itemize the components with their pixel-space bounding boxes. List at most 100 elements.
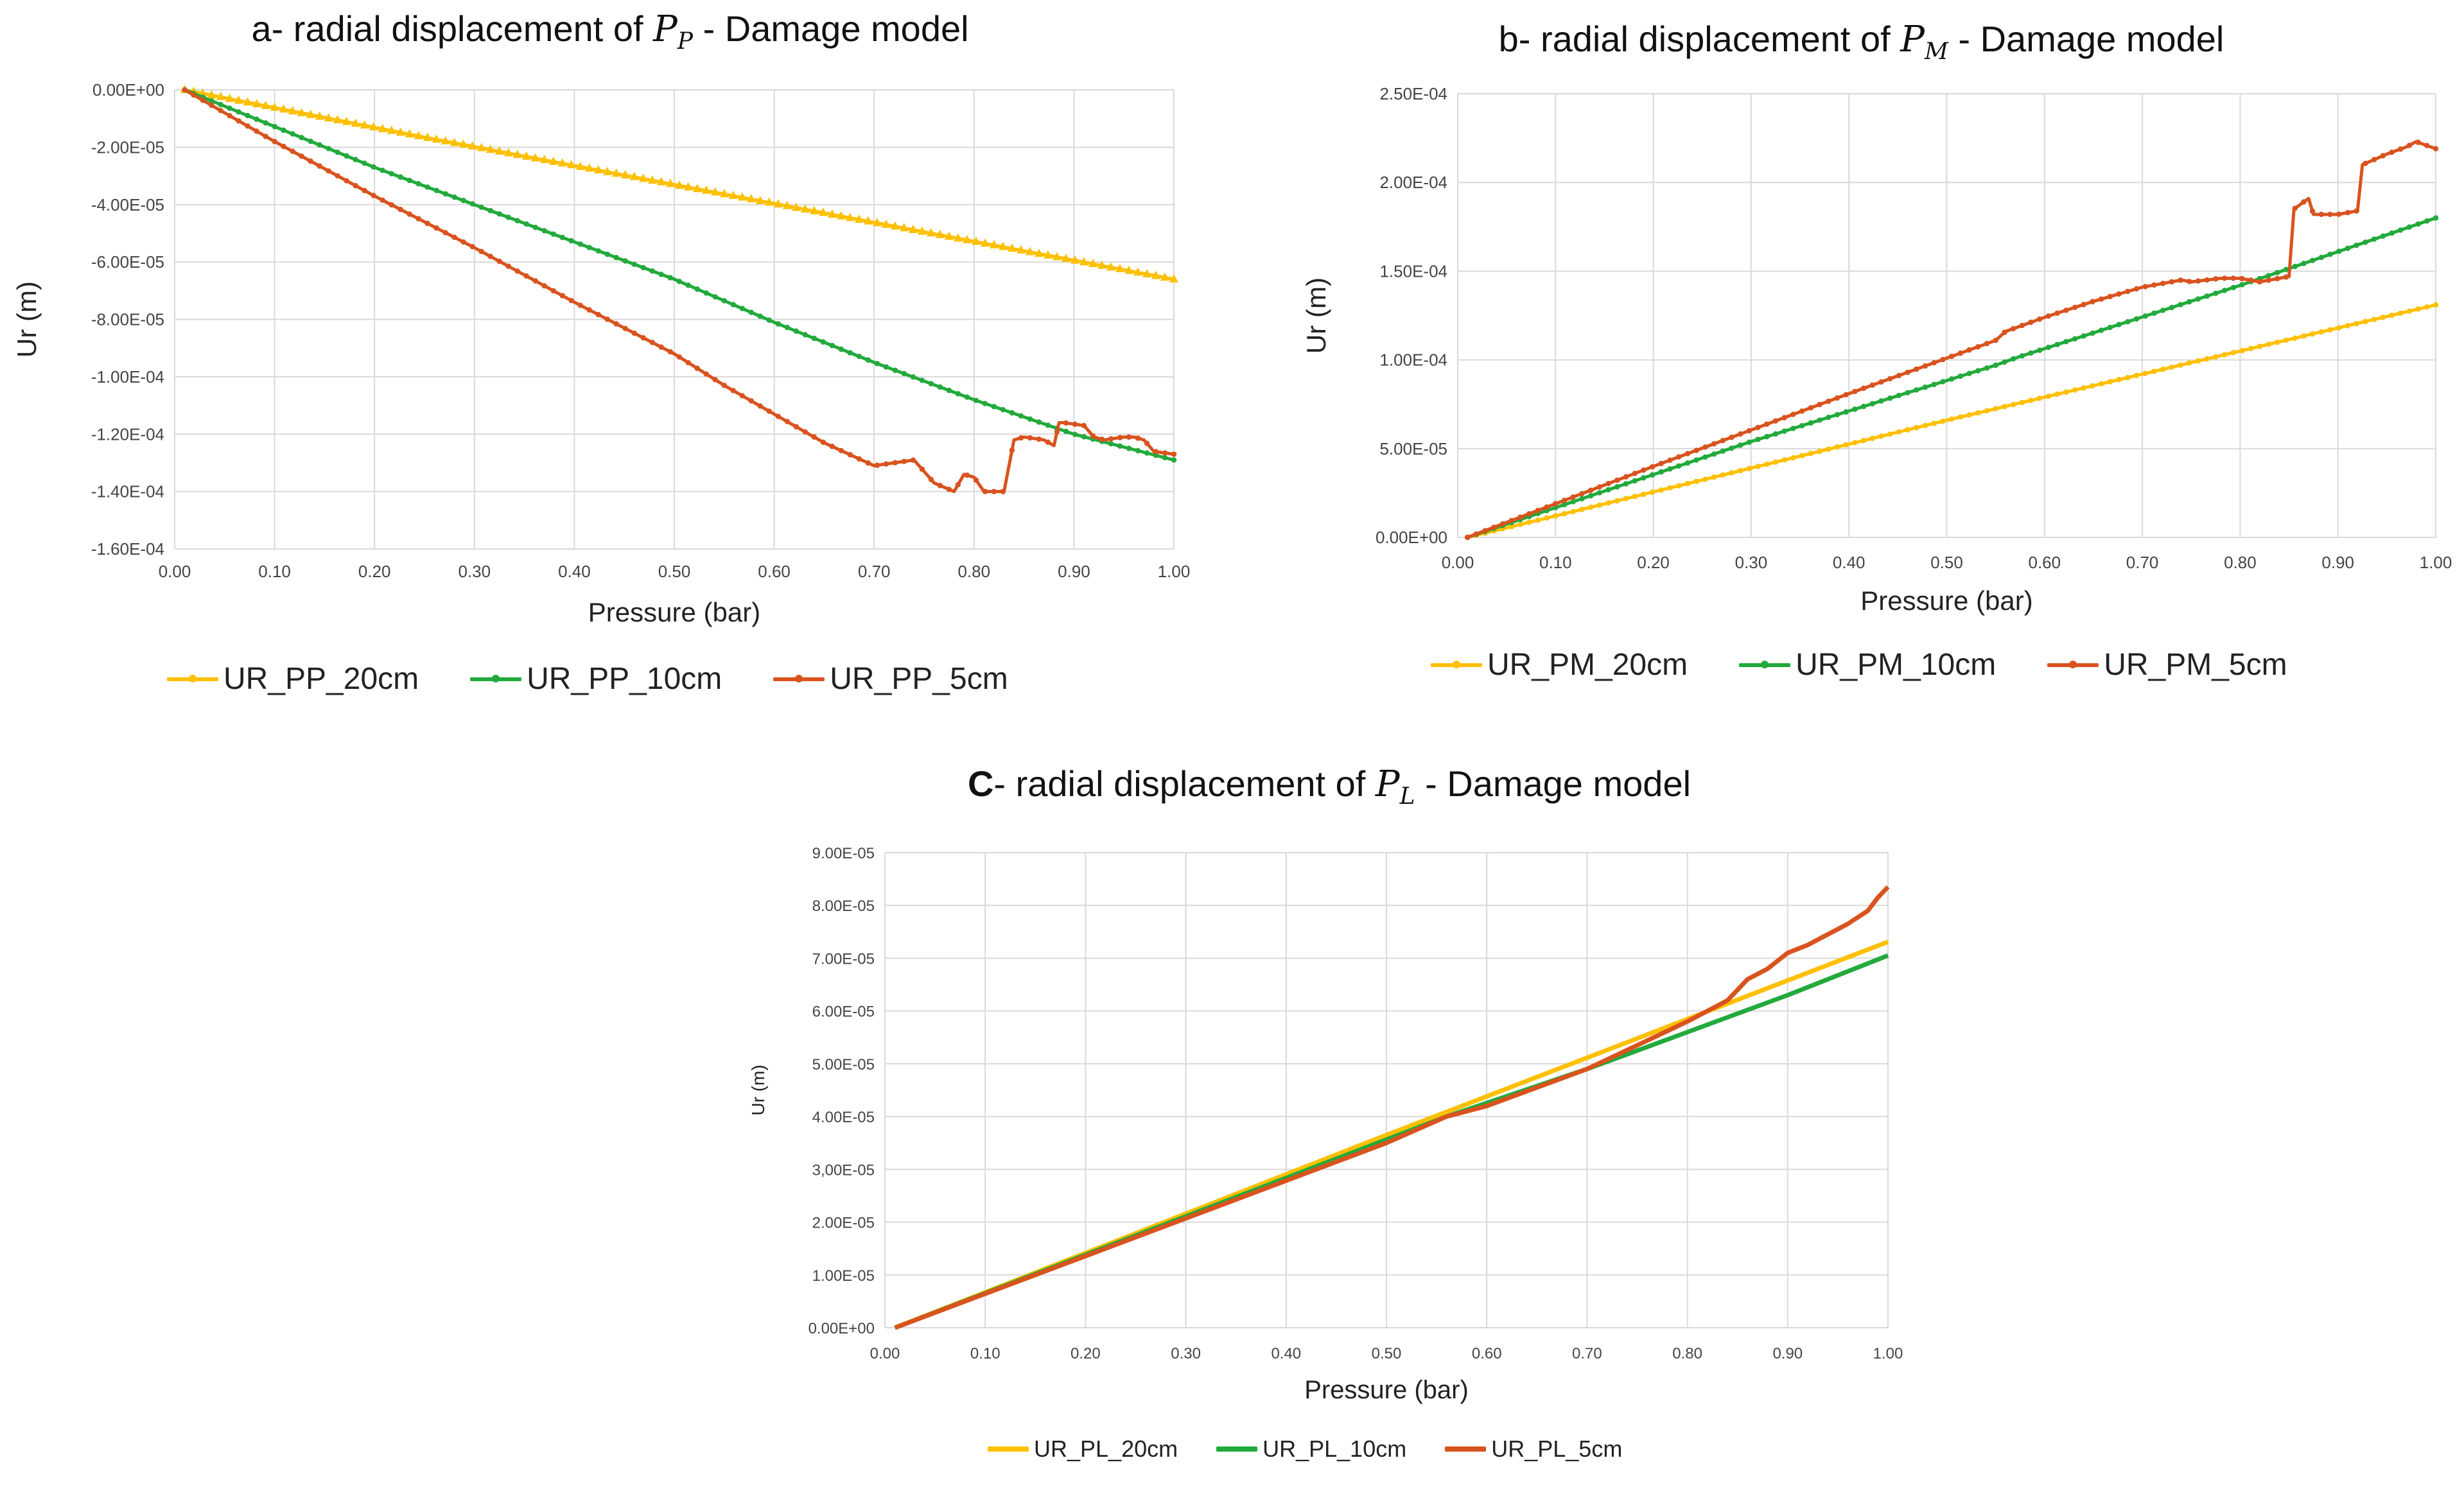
x-tick-label: 1.00 (1873, 1345, 1903, 1362)
data-point (227, 105, 232, 111)
data-point (1693, 447, 1699, 453)
data-point (1711, 441, 1717, 447)
data-point (1957, 373, 1964, 379)
data-point (739, 306, 746, 311)
data-point (505, 214, 511, 220)
data-point (2002, 329, 2007, 335)
data-point (1905, 369, 1910, 376)
data-point (640, 334, 646, 341)
data-point (1675, 483, 1682, 489)
data-point (360, 120, 369, 129)
data-point (775, 413, 782, 419)
data-point (710, 187, 720, 196)
data-point (2019, 399, 2025, 406)
legend-item: UR_PP_10cm (470, 661, 722, 697)
data-point (1658, 487, 1664, 493)
data-point (1808, 451, 1814, 456)
data-point (2345, 323, 2351, 329)
x-tick-label: 0.00 (1442, 553, 1474, 572)
data-point (1117, 443, 1123, 449)
data-point (971, 236, 981, 245)
data-point (593, 165, 603, 174)
data-point (432, 134, 441, 143)
data-point (378, 123, 387, 132)
legend-label: UR_PM_10cm (1796, 648, 1997, 682)
data-point (973, 397, 979, 403)
x-tick-label: 0.90 (1058, 562, 1090, 581)
y-tick-label: 3,00E-05 (812, 1161, 875, 1179)
data-point (728, 190, 738, 199)
data-point (478, 204, 484, 211)
data-point (254, 116, 259, 122)
data-point (1036, 436, 1042, 442)
x-tick-label: 0.60 (2028, 553, 2061, 572)
data-point (216, 92, 225, 101)
data-point (649, 340, 655, 345)
data-point (1790, 426, 1796, 431)
data-point (1081, 434, 1087, 440)
data-point (793, 328, 799, 334)
legend-a: UR_PP_20cm UR_PP_10cm UR_PP_5cm (167, 661, 1008, 697)
data-point (2142, 313, 2148, 319)
data-point (1614, 484, 1620, 490)
x-tick-label: 0.20 (1070, 1345, 1101, 1362)
data-point (2133, 372, 2140, 379)
data-point (1948, 353, 1955, 360)
legend-swatch (1431, 660, 1482, 668)
data-point (1072, 431, 1078, 437)
data-point (485, 144, 495, 153)
legend-label: UR_PP_20cm (223, 662, 419, 696)
data-point (2169, 364, 2174, 370)
data-point (838, 346, 844, 352)
y-tick-label: 9.00E-05 (812, 845, 875, 862)
x-tick-label: 0.50 (1930, 553, 1963, 572)
data-point (1034, 248, 1044, 257)
data-point (1887, 395, 1893, 401)
data-point (791, 202, 801, 211)
x-axis-label: Pressure (bar) (1304, 1376, 1469, 1404)
data-point (2213, 354, 2219, 360)
data-point (692, 184, 702, 193)
series-line-UR_PL_10cm (894, 953, 1889, 1330)
data-point (2072, 336, 2078, 342)
legend-item: UR_PM_5cm (2047, 647, 2287, 682)
data-point (559, 234, 565, 241)
data-point (2318, 254, 2325, 261)
data-point (1054, 429, 1060, 435)
data-point (2309, 257, 2316, 263)
legend-item: UR_PL_10cm (1216, 1436, 1406, 1463)
data-point (1632, 494, 1638, 499)
data-point (2054, 391, 2060, 397)
data-point (252, 99, 261, 108)
data-point (775, 321, 782, 327)
data-point (1860, 385, 1867, 392)
data-point (631, 330, 637, 336)
data-point (433, 225, 439, 231)
data-point (800, 204, 810, 213)
x-tick-label: 0.90 (1772, 1345, 1803, 1362)
data-point (1940, 379, 1946, 385)
data-point (1151, 270, 1160, 279)
chart-title-c: C- radial displacement of PL - Damage mo… (967, 763, 1691, 810)
data-point (1570, 508, 1576, 514)
data-point (829, 343, 835, 349)
data-point (218, 107, 223, 114)
data-point (757, 313, 764, 319)
data-point (2010, 356, 2016, 362)
chart-title-b: b- radial displacement of PM - Damage mo… (1498, 19, 2224, 65)
data-point (1914, 387, 1919, 393)
data-point (191, 92, 197, 98)
data-point (2380, 153, 2386, 159)
x-tick-label: 0.70 (858, 562, 891, 581)
data-point (683, 182, 693, 191)
y-tick-label: 0.00E+00 (808, 1320, 875, 1337)
data-point (2195, 358, 2201, 364)
data-point (1561, 510, 1568, 517)
data-point (1931, 421, 1937, 426)
data-point (656, 177, 666, 186)
data-point (1720, 472, 1726, 478)
data-point (2257, 343, 2263, 349)
data-point (2151, 282, 2157, 288)
data-point (2424, 218, 2430, 224)
data-point (281, 127, 286, 134)
